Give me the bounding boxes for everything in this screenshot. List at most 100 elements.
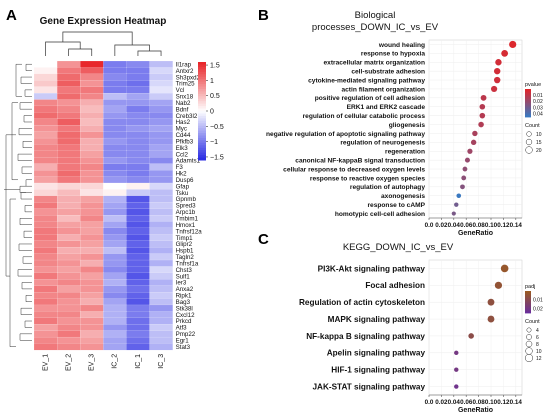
heatmap-cell [80,105,104,113]
legend-color-segment [525,305,531,307]
heatmap-cell [103,80,127,87]
data-point [500,264,509,273]
heatmap-cell [103,105,127,113]
legend-color-segment [525,103,531,105]
heatmap-cell [103,292,127,299]
row-label: Snx18 [176,94,194,101]
colorbar-segment [198,133,206,136]
x-tick-label: 0.04 [448,222,461,229]
heatmap-cell [126,150,150,158]
heatmap-cell [33,253,58,261]
dendrogram-branch [24,320,32,328]
heatmap-cell [103,93,127,100]
data-point [464,157,470,163]
heatmap-cell [80,304,104,312]
dendrogram-branch [17,153,32,161]
heatmap-cell [103,324,127,331]
legend-color-segment [525,294,531,296]
colorbar-segment [198,98,206,102]
row-label: Ier3 [176,280,187,287]
heatmap-cell [149,176,173,184]
column-label: IC_2 [112,354,119,369]
heatmap-cell [80,131,104,139]
category-label: HIF-1 signaling pathway [331,366,425,375]
heatmap-cell [57,324,81,331]
data-point [462,166,468,172]
heatmap-cell [80,266,104,274]
heatmap-cell [80,253,104,261]
colorbar-segment [198,111,206,114]
heatmap-cell [33,163,58,171]
dendrogram-branch [17,269,32,277]
heatmap-cell [57,259,81,267]
category-label: positive regulation of cell adhesion [315,95,425,102]
heatmap-cell [33,272,58,280]
heatmap-cell [80,125,104,132]
legend-size-circle [526,327,532,333]
kegg-color-legend-title: padj [525,284,535,290]
heatmap-cell [149,330,173,338]
row-label: Cxcl12 [176,312,195,319]
legend-color-segment [525,307,531,309]
heatmap-cell [149,240,173,248]
heatmap-cell [149,272,173,280]
colorbar-segment [198,62,206,65]
heatmap-cell [126,73,150,81]
row-label: Ccl2 [176,151,189,158]
colorbar-tick-label: −1 [210,139,218,146]
row-label: Has2 [176,119,191,126]
heatmap-cell [126,125,150,132]
colorbar-segment [198,103,206,107]
dendrogram-branch [20,76,32,84]
heatmap-cell [57,60,81,68]
heatmap-cell [103,215,127,222]
heatmap-cell [103,253,127,261]
category-label: MAPK signaling pathway [328,315,426,324]
heatmap-cell [57,272,81,280]
heatmap-cell [80,170,104,177]
legend-color-tick-label: 0.01 [533,298,543,304]
row-label: Sh3pxd2b [176,74,204,81]
legend-color-segment [525,297,531,300]
heatmap-cell [103,176,127,184]
heatmap-cell [80,176,104,184]
dendrogram-branch [19,185,26,193]
legend-size-label: 10 [536,132,542,138]
legend-color-segment [525,311,531,314]
row-label: Nab2 [176,100,191,107]
heatmap-cell [33,80,58,87]
heatmap-cell [126,80,150,87]
heatmap-cell [80,99,104,107]
heatmap-cell [80,182,104,190]
data-point [472,130,478,137]
heatmap-cell [33,234,58,242]
dendrogram-branch [24,89,32,97]
heatmap-cell [33,285,58,293]
bp-plot-area [428,39,523,219]
heatmap-cell [57,253,81,261]
row-label: Ripk1 [176,293,192,300]
heatmap-title: Gene Expression Heatmap [40,16,167,27]
x-tick-label: 0.02 [435,222,448,229]
heatmap-cell [103,60,127,68]
heatmap-cell [103,311,127,319]
heatmap-cell [149,195,173,203]
colorbar-segment [198,88,206,92]
legend-color-segment [525,295,531,297]
dendrogram-branch [5,134,16,277]
heatmap-cell [80,343,104,351]
colorbar-segment [198,120,206,124]
row-label: Spred3 [176,203,197,210]
heatmap-cell [103,266,127,274]
row-label: Gpnmb [176,196,197,203]
heatmap-cell [149,234,173,242]
column-label: EV_3 [89,354,96,371]
x-tick-label: 0.12 [497,399,510,406]
legend-color-segment [525,296,531,298]
heatmap-cell [80,234,104,242]
heatmap-cell [103,86,127,94]
heatmap-cell [126,170,150,177]
dendrogram-branch [11,102,18,181]
legend-size-label: 8 [536,342,539,348]
row-label: Tsku [176,190,189,197]
